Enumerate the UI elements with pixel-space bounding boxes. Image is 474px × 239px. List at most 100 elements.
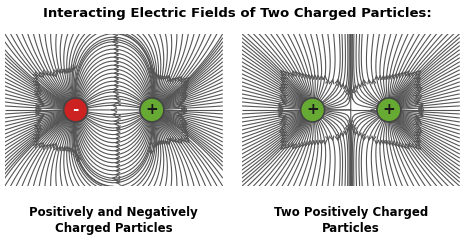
FancyArrowPatch shape [164, 140, 168, 144]
FancyArrowPatch shape [182, 84, 186, 88]
FancyArrowPatch shape [172, 78, 176, 82]
FancyArrowPatch shape [283, 114, 287, 118]
FancyArrowPatch shape [326, 136, 329, 140]
FancyArrowPatch shape [305, 74, 309, 78]
FancyArrowPatch shape [281, 145, 285, 149]
FancyArrowPatch shape [302, 73, 306, 78]
FancyArrowPatch shape [417, 96, 421, 99]
FancyArrowPatch shape [282, 135, 286, 139]
FancyArrowPatch shape [393, 74, 397, 78]
FancyArrowPatch shape [34, 78, 38, 82]
FancyArrowPatch shape [349, 95, 353, 99]
FancyArrowPatch shape [346, 89, 349, 93]
FancyArrowPatch shape [150, 66, 154, 71]
FancyArrowPatch shape [40, 73, 44, 77]
FancyArrowPatch shape [313, 141, 317, 145]
FancyArrowPatch shape [53, 72, 56, 77]
FancyArrowPatch shape [37, 129, 41, 132]
FancyArrowPatch shape [416, 98, 420, 102]
FancyArrowPatch shape [296, 72, 300, 76]
FancyArrowPatch shape [292, 74, 295, 78]
FancyArrowPatch shape [113, 32, 117, 35]
FancyArrowPatch shape [278, 108, 283, 112]
FancyArrowPatch shape [151, 70, 155, 74]
FancyArrowPatch shape [182, 124, 186, 127]
FancyArrowPatch shape [179, 101, 183, 105]
FancyArrowPatch shape [319, 140, 323, 144]
FancyArrowPatch shape [156, 141, 160, 145]
FancyArrowPatch shape [36, 72, 40, 76]
FancyArrowPatch shape [390, 75, 394, 79]
FancyArrowPatch shape [417, 145, 420, 149]
FancyArrowPatch shape [77, 157, 81, 161]
FancyArrowPatch shape [280, 121, 284, 124]
FancyArrowPatch shape [299, 73, 303, 77]
FancyArrowPatch shape [415, 87, 419, 91]
FancyArrowPatch shape [283, 102, 287, 105]
FancyArrowPatch shape [419, 110, 424, 114]
FancyArrowPatch shape [183, 84, 188, 88]
FancyArrowPatch shape [337, 82, 341, 87]
Text: +: + [383, 103, 395, 117]
FancyArrowPatch shape [116, 173, 120, 176]
FancyArrowPatch shape [340, 132, 344, 136]
FancyArrowPatch shape [284, 72, 289, 76]
FancyArrowPatch shape [183, 121, 188, 125]
FancyArrowPatch shape [387, 75, 391, 79]
Text: Two Positively Charged
Particles: Two Positively Charged Particles [273, 206, 428, 234]
FancyArrowPatch shape [40, 103, 44, 106]
FancyArrowPatch shape [162, 76, 165, 80]
FancyArrowPatch shape [396, 73, 400, 78]
FancyArrowPatch shape [36, 106, 41, 110]
FancyArrowPatch shape [180, 92, 184, 96]
FancyArrowPatch shape [77, 156, 81, 160]
FancyArrowPatch shape [415, 81, 419, 85]
FancyArrowPatch shape [282, 100, 286, 103]
FancyArrowPatch shape [116, 180, 120, 185]
FancyArrowPatch shape [415, 116, 419, 120]
FancyArrowPatch shape [36, 108, 41, 112]
FancyArrowPatch shape [415, 74, 419, 78]
FancyArrowPatch shape [47, 144, 51, 148]
FancyArrowPatch shape [114, 119, 119, 123]
FancyArrowPatch shape [60, 147, 64, 151]
FancyArrowPatch shape [280, 129, 284, 132]
FancyArrowPatch shape [419, 106, 424, 110]
FancyArrowPatch shape [182, 87, 186, 91]
FancyArrowPatch shape [69, 148, 73, 152]
FancyArrowPatch shape [33, 72, 37, 76]
FancyArrowPatch shape [281, 90, 285, 94]
FancyArrowPatch shape [281, 84, 285, 88]
FancyArrowPatch shape [178, 79, 182, 83]
FancyArrowPatch shape [183, 129, 188, 133]
FancyArrowPatch shape [117, 126, 120, 130]
FancyArrowPatch shape [35, 104, 39, 108]
FancyArrowPatch shape [116, 168, 120, 173]
FancyArrowPatch shape [347, 91, 351, 95]
FancyArrowPatch shape [278, 103, 283, 106]
FancyArrowPatch shape [399, 143, 402, 147]
FancyArrowPatch shape [116, 149, 119, 152]
FancyArrowPatch shape [44, 71, 47, 75]
FancyArrowPatch shape [416, 78, 420, 82]
FancyArrowPatch shape [406, 74, 410, 78]
FancyArrowPatch shape [54, 147, 58, 151]
FancyArrowPatch shape [182, 90, 186, 94]
FancyArrowPatch shape [116, 161, 119, 164]
FancyArrowPatch shape [114, 83, 118, 87]
FancyArrowPatch shape [113, 176, 117, 180]
FancyArrowPatch shape [116, 128, 120, 132]
FancyArrowPatch shape [116, 145, 119, 148]
FancyArrowPatch shape [65, 147, 69, 151]
FancyArrowPatch shape [75, 152, 79, 157]
FancyArrowPatch shape [405, 71, 409, 75]
FancyArrowPatch shape [113, 90, 118, 94]
FancyArrowPatch shape [71, 67, 75, 71]
FancyArrowPatch shape [177, 104, 181, 108]
FancyArrowPatch shape [382, 140, 385, 144]
FancyArrowPatch shape [413, 144, 417, 148]
FancyArrowPatch shape [349, 120, 353, 125]
FancyArrowPatch shape [384, 75, 388, 79]
FancyArrowPatch shape [280, 87, 284, 91]
Text: Interacting Electric Fields of Two Charged Particles:: Interacting Electric Fields of Two Charg… [43, 7, 431, 20]
